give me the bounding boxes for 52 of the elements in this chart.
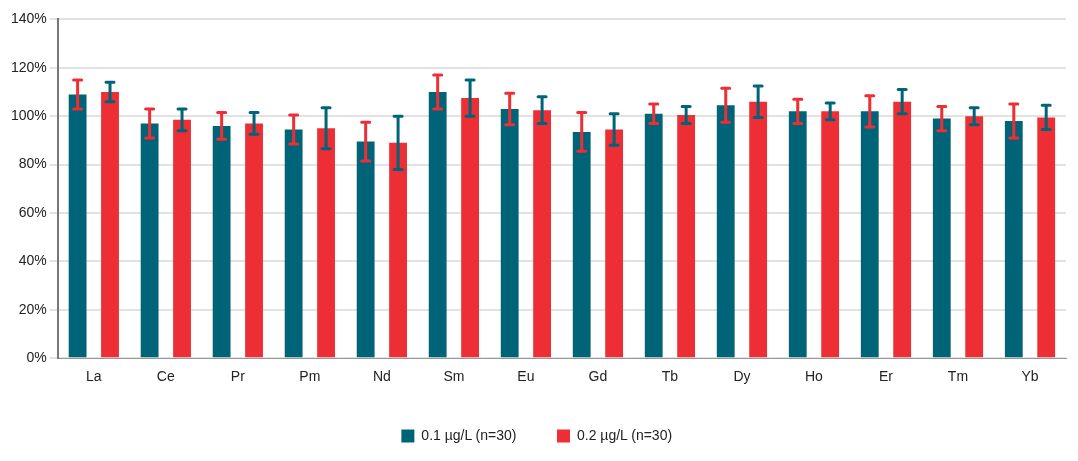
- x-tick-label: Yb: [1021, 368, 1039, 385]
- bar: [965, 116, 984, 358]
- x-tick-label: La: [86, 368, 102, 385]
- legend-label: 0.2 µg/L (n=30): [577, 426, 673, 443]
- x-tick-label: Pr: [230, 368, 246, 385]
- bar: [821, 111, 840, 358]
- bar: [749, 101, 768, 358]
- x-tick-label: Pm: [299, 368, 321, 385]
- y-tick-label: 60%: [18, 203, 47, 220]
- bar: [428, 92, 447, 358]
- legend-label: 0.1 µg/L (n=30): [421, 426, 517, 443]
- x-tick-label: Eu: [517, 368, 535, 385]
- bar: [461, 98, 479, 358]
- x-tick-label: Ce: [156, 368, 175, 385]
- bar: [788, 111, 807, 358]
- bar: [173, 119, 191, 358]
- y-tick-label: 0%: [26, 349, 47, 366]
- y-tick-label: 140%: [10, 10, 47, 27]
- bar: [284, 129, 303, 358]
- bar: [893, 101, 912, 358]
- y-tick-label: 100%: [10, 107, 47, 124]
- bar: [716, 105, 735, 358]
- x-tick-label: Dy: [733, 368, 751, 385]
- x-tick-label: Ho: [805, 368, 824, 385]
- x-tick-label: Sm: [443, 368, 465, 385]
- y-tick-label: 40%: [18, 252, 47, 269]
- bar: [356, 141, 375, 358]
- bar: [245, 123, 263, 358]
- bar: [932, 118, 951, 358]
- bar: [389, 142, 407, 358]
- x-tick-label: Tm: [947, 368, 969, 385]
- y-tick-label: 80%: [18, 155, 47, 172]
- bar: [533, 110, 552, 358]
- x-tick-label: Gd: [588, 368, 608, 385]
- bar: [860, 111, 879, 358]
- bar: [317, 128, 335, 358]
- bar: [140, 123, 159, 358]
- bar: [677, 114, 696, 358]
- bar: [212, 125, 231, 358]
- y-tick-label: 120%: [10, 58, 47, 75]
- bar: [1004, 121, 1023, 358]
- y-tick-label: 20%: [18, 300, 47, 317]
- x-tick-label: Nd: [372, 368, 391, 385]
- bar: [605, 129, 624, 358]
- bar: [572, 131, 591, 358]
- bar: [101, 92, 119, 358]
- bar: [500, 108, 519, 358]
- bar: [1037, 117, 1056, 358]
- x-tick-label: Er: [878, 368, 894, 385]
- bar: [68, 94, 87, 358]
- x-tick-label: Tb: [661, 368, 679, 385]
- bar: [644, 113, 663, 358]
